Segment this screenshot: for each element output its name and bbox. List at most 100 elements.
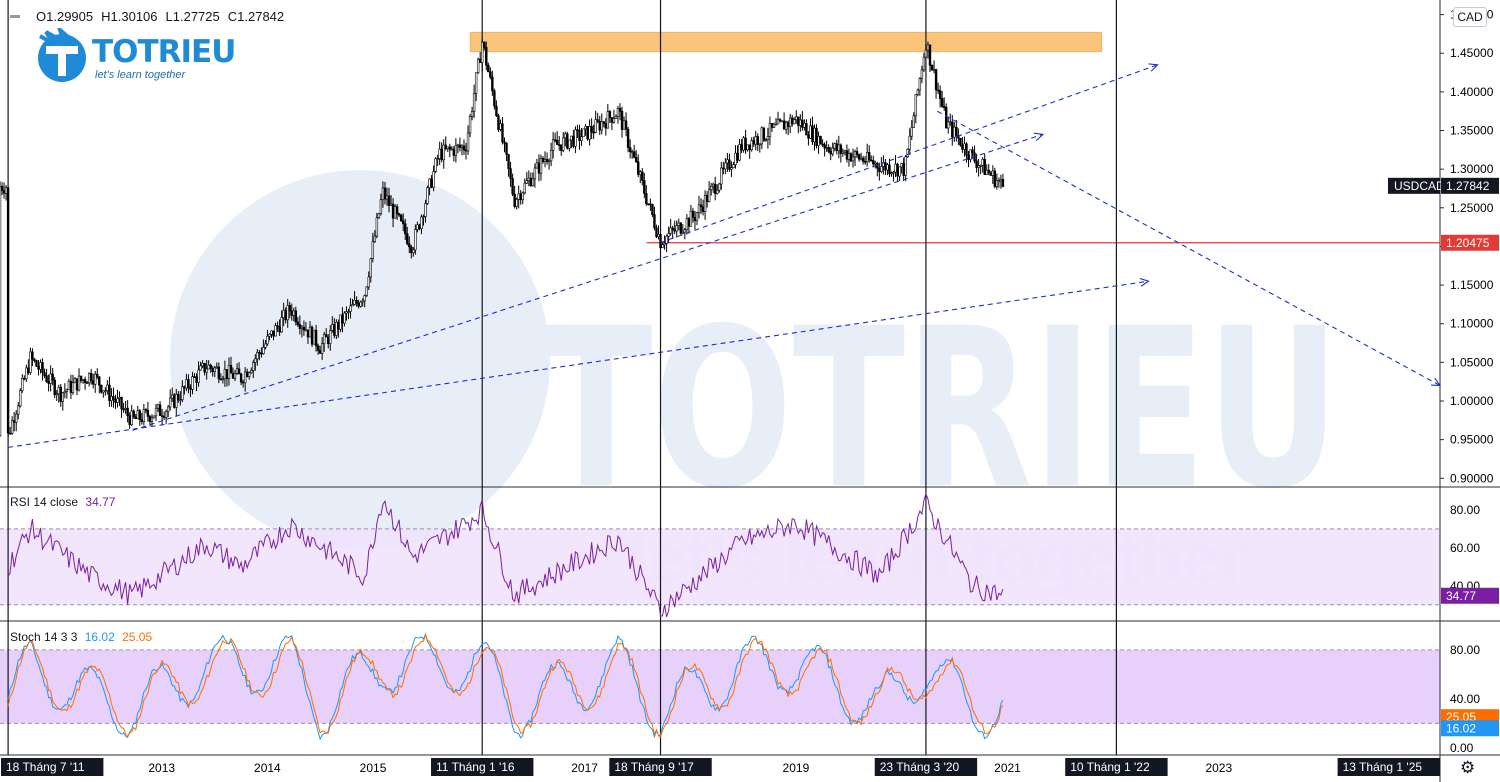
- candle-body: [936, 89, 940, 92]
- candle-body: [630, 151, 634, 153]
- candle-body: [426, 187, 429, 204]
- candle-body: [736, 152, 739, 161]
- candle-body: [543, 159, 547, 162]
- candle-body: [709, 185, 713, 190]
- candle-body: [932, 69, 936, 71]
- candle-body: [381, 187, 385, 201]
- candle-body: [92, 380, 95, 385]
- candle-body: [140, 419, 144, 422]
- candle-body: [343, 312, 346, 324]
- candle-body: [827, 147, 830, 152]
- candle-body: [397, 213, 401, 216]
- candle-body: [829, 151, 832, 155]
- time-tick-label: 2023: [1205, 761, 1232, 775]
- candle-body: [993, 170, 997, 187]
- candle-body: [371, 241, 375, 259]
- time-marker-label: 18 Tháng 7 '11: [6, 760, 85, 774]
- candle-body: [612, 118, 616, 123]
- candle-body: [264, 343, 267, 348]
- candle-body: [211, 368, 214, 372]
- candle-body: [53, 379, 56, 395]
- trendline-arrow: [1033, 132, 1045, 142]
- candle-body: [890, 172, 893, 175]
- candle-body: [294, 310, 298, 323]
- candle-body: [460, 145, 464, 148]
- candle-body: [906, 148, 909, 158]
- candle-body: [365, 286, 368, 296]
- candle-body: [19, 390, 22, 407]
- candle-body: [89, 372, 93, 382]
- candle-body: [418, 224, 421, 229]
- time-tick-label: 2021: [994, 761, 1021, 775]
- candle-body: [953, 126, 956, 138]
- candle-body: [65, 389, 69, 392]
- candle-body: [531, 178, 535, 186]
- candle-body: [928, 44, 932, 66]
- candle-body: [898, 166, 901, 177]
- candle-body: [586, 126, 589, 140]
- candle-body: [327, 336, 330, 344]
- candle-body: [699, 204, 703, 208]
- candle-body: [262, 347, 265, 355]
- candle-body: [33, 358, 36, 361]
- candle-body: [377, 213, 381, 219]
- candle-body: [126, 407, 129, 417]
- candle-body: [333, 324, 336, 336]
- candle-body: [513, 193, 516, 207]
- candle-body: [780, 120, 784, 123]
- candle-body: [215, 366, 218, 369]
- candle-body: [677, 222, 680, 226]
- candle-body: [509, 168, 512, 179]
- candle-body: [645, 193, 648, 204]
- candle-body: [231, 372, 235, 379]
- candle-body: [951, 121, 954, 138]
- resistance-zone: [469, 31, 1103, 53]
- open-label: O: [36, 9, 47, 24]
- currency-button[interactable]: CAD: [1453, 7, 1487, 27]
- candle-body: [359, 301, 362, 307]
- candle-body: [762, 127, 766, 141]
- candle-body: [395, 206, 399, 215]
- candle-body: [250, 370, 253, 374]
- watermark-text: TOTRIEU: [540, 281, 1340, 537]
- candle-body: [560, 144, 563, 151]
- candle-body: [847, 153, 851, 160]
- candle-body: [942, 106, 946, 108]
- candle-body: [219, 378, 223, 381]
- candle-body: [203, 363, 206, 373]
- high-value: 1.30106: [110, 9, 158, 24]
- candle-body: [930, 64, 934, 71]
- candle-body: [740, 144, 743, 151]
- candle-body: [977, 165, 980, 168]
- candle-body: [248, 372, 251, 377]
- candle-body: [51, 373, 54, 381]
- candle-body: [728, 159, 731, 170]
- candle-body: [803, 123, 806, 128]
- candle-body: [683, 229, 687, 233]
- logo-mark-icon: [38, 28, 86, 82]
- candle-body: [989, 172, 992, 176]
- candle-body: [367, 276, 370, 288]
- candle-body: [517, 193, 520, 200]
- candle-body: [604, 123, 608, 129]
- candle-body: [776, 119, 780, 125]
- time-marker-badge-bg: [874, 758, 978, 776]
- low-value: 1.27725: [172, 9, 220, 24]
- candle-body: [697, 204, 701, 214]
- candle-body: [160, 415, 164, 417]
- time-marker-label: 18 Tháng 9 '17: [614, 760, 694, 774]
- time-marker-badge-bg: [1065, 758, 1168, 776]
- time-marker-label: 13 Tháng 1 '25: [1343, 760, 1423, 774]
- candle-body: [470, 110, 474, 117]
- candle-body: [503, 141, 506, 144]
- candle-body: [724, 162, 727, 170]
- candle-body: [383, 187, 387, 200]
- price-tick-label: 1.40000: [1450, 85, 1494, 99]
- candle-body: [45, 375, 48, 382]
- collapse-legend-icon[interactable]: [10, 15, 20, 18]
- gear-icon[interactable]: ⚙: [1460, 758, 1476, 777]
- candle-body: [483, 41, 486, 48]
- price-tick-label: 1.10000: [1450, 317, 1494, 331]
- candle-body: [57, 386, 60, 395]
